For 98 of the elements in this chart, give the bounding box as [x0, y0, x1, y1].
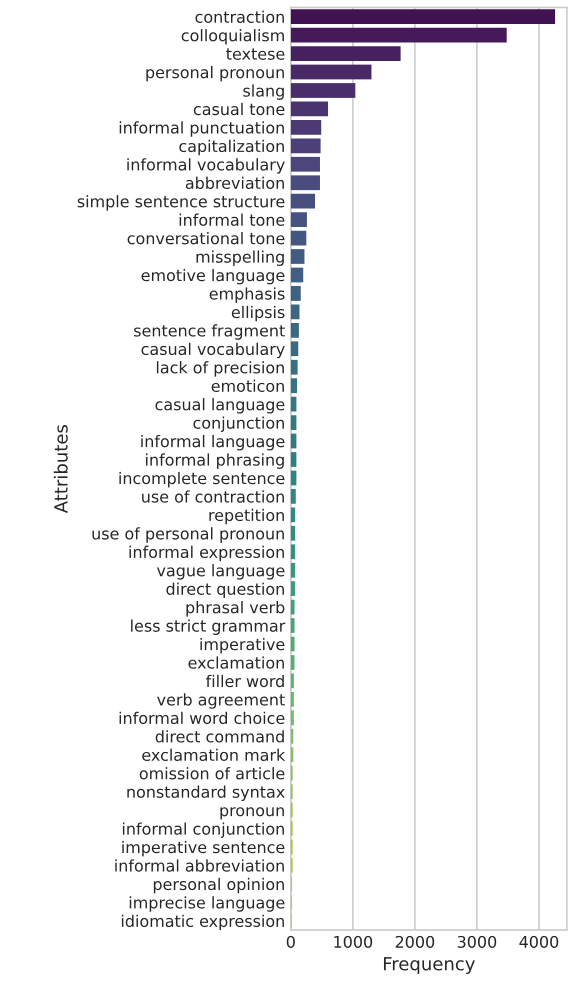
x-tick-label: 4000	[519, 936, 558, 948]
y-tick-label: casual vocabulary	[142, 342, 285, 358]
y-tick-label: imprecise language	[130, 896, 284, 912]
y-tick-label: repetition	[209, 508, 284, 524]
bar	[290, 470, 296, 486]
y-tick-label: slang	[243, 84, 284, 100]
bar	[290, 175, 320, 190]
y-tick-label: nonstandard syntax	[127, 786, 285, 802]
y-tick-label: personal opinion	[154, 878, 284, 894]
y-tick-label: informal tone	[180, 214, 284, 226]
y-tick-label: informal language	[141, 434, 284, 450]
y-tick-label: idiomatic expression	[122, 914, 284, 930]
y-tick-label: personal pronoun	[146, 66, 284, 82]
bar	[290, 618, 295, 633]
y-tick-label: textese	[226, 48, 284, 60]
y-tick-label: less strict grammar	[131, 619, 286, 635]
bar	[290, 341, 298, 356]
y-tick-label: capitalization	[179, 140, 284, 156]
y-tick-label: casual tone	[194, 102, 284, 116]
bar	[290, 581, 296, 596]
bar	[290, 156, 320, 172]
bar	[290, 655, 295, 670]
y-tick-label: use of personal pronoun	[92, 527, 284, 543]
bar	[290, 120, 322, 135]
y-tick-label: incomplete sentence	[119, 472, 284, 488]
y-tick-label: emphasis	[210, 287, 284, 303]
y-tick-label: conjunction	[193, 416, 284, 432]
y-tick-label: ellipsis	[232, 306, 284, 322]
y-tick-label: direct command	[156, 730, 284, 743]
y-tick-label: contraction	[195, 10, 284, 23]
y-tick-label: abbreviation	[186, 176, 284, 190]
y-tick-label: misspelling	[196, 250, 284, 266]
y-tick-label: conversational tone	[128, 232, 284, 244]
y-tick-label: informal word choice	[120, 712, 284, 724]
bar	[290, 636, 295, 652]
bar	[290, 526, 296, 541]
bar	[290, 268, 304, 282]
bar	[290, 138, 321, 154]
y-tick-label: informal phrasing	[146, 453, 284, 469]
bar	[290, 507, 296, 522]
y-axis-title: Attributes	[54, 425, 68, 514]
bar	[290, 304, 300, 320]
bar	[290, 728, 294, 744]
bar	[290, 600, 295, 614]
bar	[290, 102, 328, 116]
y-tick-label: use of contraction	[142, 490, 284, 503]
bar	[290, 212, 307, 228]
x-axis-title: Frequency	[384, 957, 475, 974]
y-tick-label: emoticon	[212, 380, 284, 392]
y-tick-label: direct question	[166, 582, 284, 598]
y-tick-label: verb agreement	[157, 693, 285, 709]
y-tick-label: sentence fragment	[134, 324, 285, 340]
y-tick-label: phrasal verb	[186, 601, 284, 616]
bar	[290, 83, 356, 98]
bar	[290, 544, 296, 560]
y-tick-label: informal abbreviation	[115, 859, 284, 872]
x-tick-label: 0	[286, 936, 295, 948]
bar	[290, 9, 556, 24]
bar	[290, 415, 296, 430]
y-tick-label: pronoun	[220, 807, 284, 820]
y-tick-label: vague language	[156, 564, 284, 580]
bar	[290, 322, 299, 338]
bar	[290, 396, 296, 412]
y-tick-label: exclamation mark	[142, 748, 286, 762]
bar	[290, 378, 298, 394]
bar	[290, 434, 296, 448]
y-tick-label: informal punctuation	[120, 121, 284, 137]
bar	[290, 489, 296, 504]
y-tick-label: simple sentence structure	[78, 195, 284, 211]
x-tick-label: 1000	[334, 936, 372, 948]
bar	[290, 360, 298, 375]
bar	[290, 562, 296, 578]
y-tick-label: imperative	[200, 638, 284, 654]
bar	[290, 64, 372, 80]
bar	[290, 747, 294, 762]
y-tick-label: lack of precision	[156, 361, 284, 377]
y-tick-label: informal expression	[130, 546, 284, 562]
y-tick-label: imperative sentence	[122, 840, 284, 856]
bar	[290, 692, 294, 707]
y-tick-label: filler word	[206, 674, 284, 688]
y-tick-label: emotive language	[142, 268, 284, 284]
bar	[290, 710, 294, 726]
x-tick-label: 3000	[458, 936, 496, 948]
y-tick-label: informal conjunction	[122, 822, 284, 838]
y-tick-label: informal vocabulary	[127, 158, 285, 174]
bar	[290, 194, 316, 209]
y-tick-label: exclamation	[188, 656, 284, 669]
bar	[290, 286, 301, 301]
x-tick-label: 2000	[396, 936, 434, 948]
y-tick-label: omission of article	[140, 767, 284, 780]
bar	[290, 46, 401, 61]
bar	[290, 452, 296, 467]
bar	[290, 230, 306, 246]
y-tick-label: casual language	[155, 398, 284, 414]
y-tick-label: colloquialism	[182, 29, 284, 45]
bar	[290, 249, 304, 264]
bar	[290, 28, 507, 42]
bar	[290, 674, 294, 688]
